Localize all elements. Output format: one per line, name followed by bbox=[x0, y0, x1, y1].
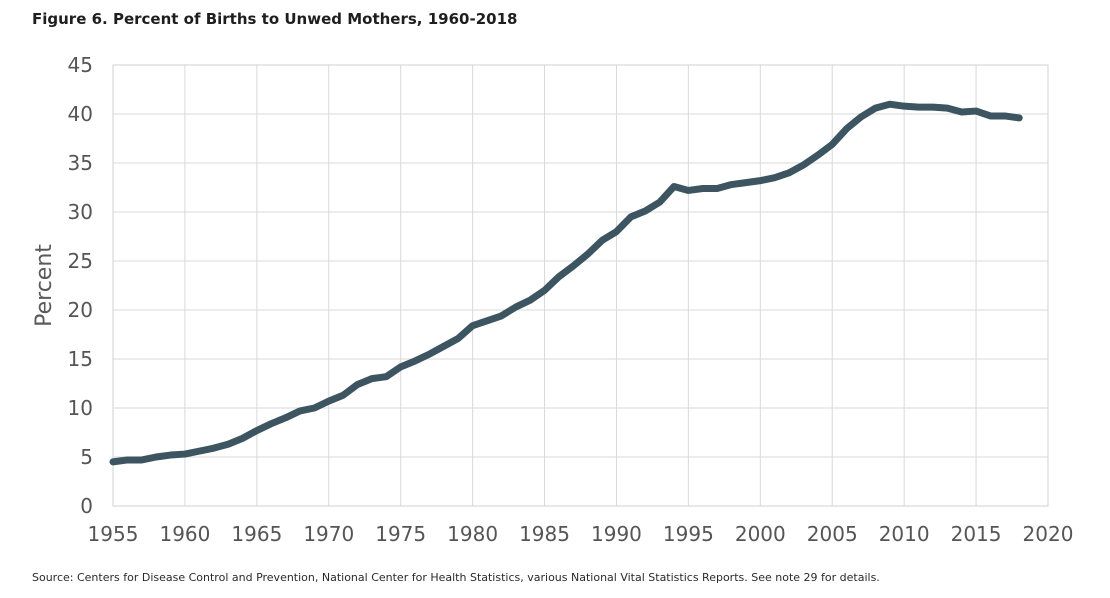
x-tick-label: 2010 bbox=[879, 522, 930, 546]
x-tick-label: 2015 bbox=[951, 522, 1002, 546]
x-tick-label: 1985 bbox=[519, 522, 570, 546]
y-tick-label: 25 bbox=[68, 249, 93, 273]
x-tick-label: 1995 bbox=[663, 522, 714, 546]
y-tick-label: 40 bbox=[68, 102, 93, 126]
x-tick-label: 2020 bbox=[1023, 522, 1074, 546]
y-tick-label: 30 bbox=[68, 200, 93, 224]
y-tick-label: 5 bbox=[80, 445, 93, 469]
y-tick-label: 15 bbox=[68, 347, 93, 371]
x-tick-label: 1990 bbox=[591, 522, 642, 546]
grid-lines bbox=[112, 64, 1049, 507]
x-tick-label: 1960 bbox=[159, 522, 210, 546]
plot-border bbox=[112, 64, 1049, 507]
x-tick-label: 1970 bbox=[303, 522, 354, 546]
y-tick-label: 10 bbox=[68, 396, 93, 420]
y-tick-labels: 0 5 10 15 20 25 30 35 40 45 bbox=[68, 53, 93, 518]
x-tick-label: 1980 bbox=[447, 522, 498, 546]
plot-frame bbox=[112, 64, 1049, 507]
x-tick-label: 1975 bbox=[375, 522, 426, 546]
y-tick-label: 20 bbox=[68, 298, 93, 322]
x-tick-label: 1955 bbox=[88, 522, 139, 546]
figure-title: Figure 6. Percent of Births to Unwed Mot… bbox=[32, 10, 518, 28]
data-series bbox=[109, 100, 1023, 466]
y-tick-label: 45 bbox=[68, 53, 93, 77]
x-tick-label: 2000 bbox=[735, 522, 786, 546]
x-tick-label: 1965 bbox=[231, 522, 282, 546]
series-line bbox=[109, 100, 1023, 466]
x-tick-label: 2005 bbox=[807, 522, 858, 546]
y-axis-label: Percent bbox=[32, 244, 57, 327]
x-tick-labels: 1955 1960 1965 1970 1975 1980 1985 1990 1995 2000… bbox=[88, 522, 1074, 546]
source-note: Source: Centers for Disease Control and … bbox=[32, 571, 880, 584]
y-tick-label: 0 bbox=[80, 494, 93, 518]
y-tick-label: 35 bbox=[68, 151, 93, 175]
